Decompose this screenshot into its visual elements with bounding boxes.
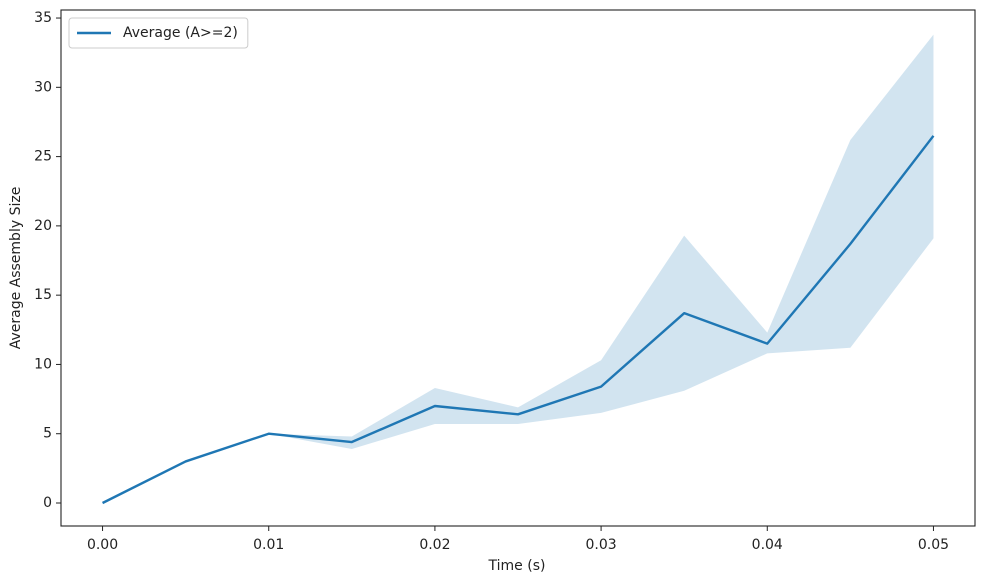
legend-label: Average (A>=2): [123, 25, 238, 41]
confidence-band: [102, 34, 934, 503]
x-tick-label: 0.01: [253, 537, 284, 553]
y-tick-label: 15: [34, 287, 52, 303]
y-tick-label: 10: [34, 356, 52, 372]
y-tick-label: 5: [43, 426, 52, 442]
y-tick-label: 25: [34, 149, 52, 165]
x-tick-label: 0.05: [918, 537, 949, 553]
x-tick-label: 0.03: [586, 537, 617, 553]
plot-frame: [60, 9, 976, 527]
y-tick-label: 20: [34, 218, 52, 234]
x-axis-label: Time (s): [488, 558, 546, 574]
legend-box: [68, 17, 249, 49]
y-tick-label: 0: [43, 495, 52, 511]
y-axis-label: Average Assembly Size: [8, 187, 24, 350]
y-tick-label: 30: [34, 79, 52, 95]
y-tick-label: 35: [34, 10, 52, 26]
x-tick-label: 0.02: [419, 537, 450, 553]
line: [102, 135, 935, 505]
x-tick-label: 0.04: [752, 537, 783, 553]
x-tick-label: 0.00: [87, 537, 118, 553]
